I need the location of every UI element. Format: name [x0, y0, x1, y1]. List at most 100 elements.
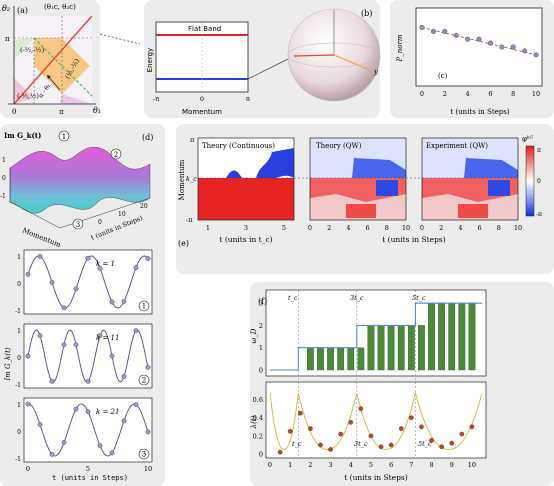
heatmap-theory-qw — [309, 137, 407, 221]
surface-3d — [9, 146, 151, 214]
panel-d-data-point — [121, 418, 127, 424]
panel-f-lambda-point — [419, 424, 424, 430]
panel-f-lambda-point — [469, 424, 475, 430]
panel-d-data-point — [85, 409, 91, 415]
panel-d-k-label: k = 1 — [96, 260, 115, 268]
panel-b-xlabel: Momentum — [182, 108, 222, 116]
panel-c-point — [476, 36, 482, 42]
panel-f-bar — [438, 302, 446, 371]
panel-f-lambda-point — [277, 449, 283, 455]
panel-f-lambda-point — [348, 419, 354, 425]
panel-d-data-point — [25, 271, 31, 277]
panel-b-band-title: Flat Band — [188, 25, 221, 33]
panel-a-zero-x: 0 — [12, 108, 16, 116]
panel-f-lambda-point — [328, 447, 333, 452]
panel-d-surface: (d) Im G_k(t) 1 0 -1 1 2 3 Momentum t (u… — [0, 130, 153, 249]
panel-d-marker-text: 3 — [142, 451, 146, 459]
panel-d-xtick: 5 — [86, 465, 90, 473]
panel-d-surface-title: Im G_k(t) — [4, 131, 41, 140]
panel-c-xtick: 10 — [532, 90, 540, 98]
panel-e: Theory (Continuous) Theory (QW) Experime… — [178, 135, 542, 248]
panel-b-ylabel: Energy — [146, 48, 154, 73]
panel-d-marker-circle — [138, 374, 150, 386]
panel-f-bar — [317, 347, 324, 371]
panel-e-ytick-0: π — [190, 136, 195, 144]
panel-d-ytick: -1 — [15, 456, 21, 463]
panel-d-data-point — [97, 443, 103, 448]
panel-b-xtick-0: -π — [153, 95, 159, 103]
panel-c-point — [533, 52, 539, 58]
marker-1: 1 — [58, 130, 70, 142]
panel-d-ytick: 0 — [17, 281, 21, 288]
panel-f-bottom-ytick: 0.6 — [253, 396, 263, 404]
panel-d-data-point — [121, 373, 127, 379]
panel-c-xtick: 2 — [443, 90, 447, 98]
panel-f-xtick: 8 — [429, 461, 433, 469]
panel-f-tag: (f) — [258, 297, 267, 306]
panel-d-t-tick-1: 10 — [118, 211, 126, 218]
panel-a-region-2: (-½,½) — [17, 92, 39, 100]
panel-f-lambda-point — [338, 431, 344, 437]
panel-c-axes — [415, 7, 543, 87]
panel-f-bar — [428, 302, 435, 371]
panel-d-t-tick-2: 20 — [140, 203, 148, 210]
panel-e-xtick-qw: 10 — [402, 224, 410, 232]
panel-a-pi-y: π — [5, 35, 10, 43]
marker-3: 3 — [72, 218, 84, 230]
panel-d-ytick: 0 — [17, 355, 21, 362]
panel-c-tag: (c) — [438, 72, 448, 80]
panel-f-xtick: 2 — [308, 461, 312, 469]
panel-d-data-point — [109, 450, 115, 456]
panel-c-fit-line — [421, 27, 537, 56]
svg-text:2: 2 — [114, 151, 118, 159]
panel-d-data-point — [97, 265, 103, 271]
panel-f-xtick: 0 — [268, 461, 272, 469]
colorbar-tick-0: π — [537, 147, 541, 154]
panel-f-bar — [397, 325, 405, 371]
panel-e-title-2: Theory (QW) — [316, 142, 362, 150]
colorbar-tick-2: -π — [536, 211, 542, 218]
panel-f-bar — [367, 325, 375, 371]
panel-f-bar — [468, 302, 476, 371]
panel-c-point — [465, 36, 471, 42]
panel-f-bar — [347, 347, 355, 371]
panel-d-data-point — [49, 451, 55, 457]
panel-d-data-point — [145, 364, 151, 370]
panel-a-region-1: (-½,-½) — [20, 46, 45, 54]
panel-f-bottom-ytick: 0 — [259, 451, 263, 459]
panel-f-xtick: 5 — [369, 461, 373, 469]
heatmap-theory-continuous — [197, 137, 295, 221]
panel-f-xtick: 1 — [288, 461, 292, 469]
panel-f-lambda-point — [358, 406, 364, 412]
panel-d-data-point — [97, 333, 103, 339]
panel-d-data-point — [37, 333, 43, 339]
panel-d-subplot-marker: 1 — [138, 300, 150, 312]
panel-c-point — [510, 44, 516, 50]
panel-d-data-point — [109, 299, 115, 305]
panel-d-data-point — [49, 279, 55, 285]
panel-d-data-point — [109, 353, 115, 359]
panel-d-data-point — [85, 255, 91, 261]
panel-f-bar — [387, 325, 395, 371]
panel-d-marker-text: 1 — [142, 303, 146, 311]
panel-d-data-point — [145, 256, 151, 261]
panel-d-ytick: 0 — [17, 429, 21, 436]
panel-d-data-point — [121, 299, 127, 304]
panel-d-ytick: 1 — [17, 254, 21, 261]
panel-f-lambda-point — [429, 438, 434, 443]
panel-d-data-point — [145, 429, 151, 435]
panel-d-ytick: 1 — [17, 328, 21, 335]
panel-f-bar — [377, 325, 385, 371]
panel-d-data-point — [73, 286, 79, 292]
panel-d-data-point — [133, 328, 139, 334]
panel-c-point — [419, 25, 425, 31]
panel-f-lambda-curve — [269, 391, 483, 450]
panel-d-data-point — [37, 422, 43, 427]
panel-f-lambda-point — [308, 426, 313, 431]
panel-d-k-label: k = 11 — [96, 334, 119, 342]
colorbar — [525, 145, 535, 217]
panel-f-lambda-point — [459, 431, 465, 437]
panel-d-xtick: 10 — [144, 465, 152, 473]
panel-d-t-label: t (units in Steps) — [90, 214, 144, 242]
